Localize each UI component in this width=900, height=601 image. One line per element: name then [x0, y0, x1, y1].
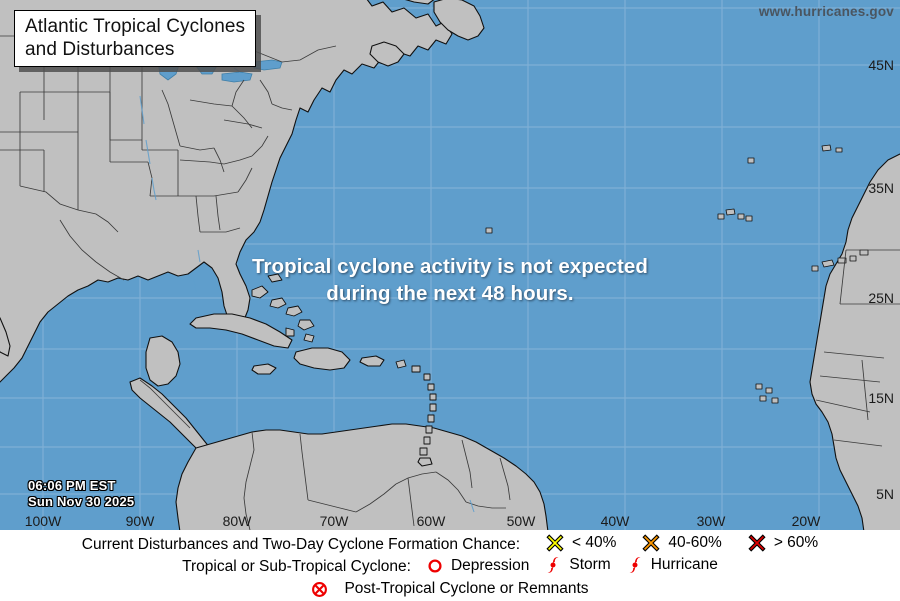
azores-islands	[717, 208, 753, 222]
baja-california	[0, 317, 11, 357]
newfoundland	[433, 0, 485, 41]
formation-chance-medium-x-icon	[642, 533, 660, 552]
longitude-label-20w: 20W	[791, 513, 821, 529]
cyclone-hurricane-icon	[627, 556, 643, 574]
lake-erie	[221, 71, 253, 83]
latitude-label-5n: 5N	[876, 486, 894, 502]
trinidad	[417, 457, 433, 467]
legend-row-formation-chance: Current Disturbances and Two-Day Cyclone…	[0, 534, 900, 556]
legend-row-cyclone-types: Tropical or Sub-Tropical Cyclone: Depres…	[0, 556, 900, 578]
cyclone-storm-icon	[545, 556, 561, 574]
latitude-label-45n: 45N	[868, 57, 894, 73]
atlantic-basin-map[interactable]: Atlantic Tropical Cyclones and Disturban…	[0, 0, 900, 530]
legend-label-cyclone-hurricane: Hurricane	[650, 555, 718, 573]
jamaica	[251, 363, 277, 375]
cuba	[189, 313, 293, 349]
legend-label-formation-chance-low: < 40%	[572, 533, 617, 551]
site-url-watermark: www.hurricanes.gov	[758, 4, 894, 19]
legend-cyclone-type-label: Tropical or Sub-Tropical Cyclone:	[182, 558, 411, 575]
political-borders	[0, 33, 900, 530]
map-title-box: Atlantic Tropical Cyclones and Disturban…	[14, 10, 257, 67]
map-title-line-1: Atlantic Tropical Cyclones	[25, 16, 246, 37]
latitude-label-15n: 15N	[868, 390, 894, 406]
lesser-antilles	[395, 359, 437, 456]
formation-chance-high-x-icon	[748, 533, 766, 552]
bermuda	[485, 227, 493, 234]
latitude-label-35n: 35N	[868, 180, 894, 196]
yucatan-peninsula	[145, 335, 181, 387]
legend-item-cyclone-hurricane: Hurricane	[627, 556, 718, 574]
legend-item-cyclone-storm: Storm	[545, 555, 611, 574]
longitude-label-100w: 100W	[24, 513, 62, 529]
puerto-rico	[359, 355, 385, 367]
issuance-timestamp: 06:06 PM EST Sun Nov 30 2025	[28, 478, 134, 510]
legend-label-formation-chance-high: > 60%	[773, 533, 819, 551]
longitude-label-70w: 70W	[319, 513, 349, 529]
lake-ontario	[253, 59, 283, 71]
legend-label-cyclone-depression: Depression	[450, 556, 530, 574]
cape-verde-islands	[755, 383, 779, 404]
hispaniola	[293, 347, 351, 371]
cyclone-depression-icon	[427, 558, 443, 574]
cyclone-type-items: Depression Storm Hurricane	[427, 556, 718, 579]
issuance-date: Sun Nov 30 2025	[28, 494, 135, 509]
longitude-label-50w: 50W	[506, 513, 536, 529]
legend-item-cyclone-depression: Depression	[427, 557, 529, 575]
formation-chance-low-x-icon	[546, 533, 564, 552]
legend-item-formation-chance-medium: 40-60%	[642, 533, 722, 552]
landmasses	[0, 0, 900, 530]
post-tropical-icon	[311, 581, 328, 598]
legend-label-cyclone-storm: Storm	[569, 555, 611, 573]
legend-post-tropical-label: Post-Tropical Cyclone or Remnants	[344, 580, 589, 597]
nova-scotia	[369, 41, 405, 67]
south-america	[175, 423, 549, 530]
north-america-landmass	[0, 0, 453, 383]
longitude-label-90w: 90W	[125, 513, 155, 529]
madeira-islands	[747, 144, 843, 164]
africa-landmass	[809, 153, 900, 530]
map-graphic	[0, 0, 900, 530]
map-legend: Current Disturbances and Two-Day Cyclone…	[0, 530, 900, 601]
longitude-label-40w: 40W	[600, 513, 630, 529]
legend-label-formation-chance-medium: 40-60%	[668, 533, 722, 551]
bahamas-islands	[251, 273, 315, 343]
issuance-time: 06:06 PM EST	[28, 478, 116, 493]
longitude-label-80w: 80W	[222, 513, 252, 529]
longitude-label-60w: 60W	[416, 513, 446, 529]
longitude-label-30w: 30W	[696, 513, 726, 529]
formation-chance-items: < 40% 40-60% > 60%	[546, 534, 818, 557]
latitude-label-25n: 25N	[868, 290, 894, 306]
canary-islands	[811, 249, 869, 272]
legend-row-post-tropical: Post-Tropical Cyclone or Remnants	[0, 578, 900, 600]
legend-item-formation-chance-low: < 40%	[546, 534, 616, 552]
map-title-line-2: and Disturbances	[25, 39, 175, 60]
greenland-edge	[404, 0, 435, 5]
legend-item-formation-chance-high: > 60%	[748, 534, 818, 552]
legend-formation-chance-label: Current Disturbances and Two-Day Cyclone…	[81, 536, 520, 553]
